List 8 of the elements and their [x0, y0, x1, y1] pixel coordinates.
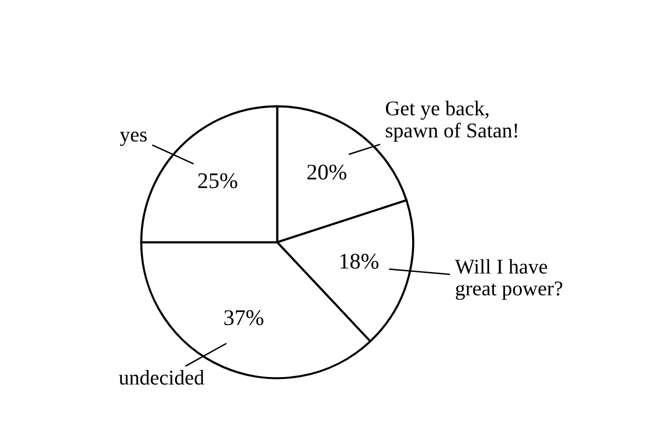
- slice-label: yes: [120, 132, 147, 146]
- data-label: 25%: [198, 173, 238, 188]
- data-label: 37%: [224, 310, 264, 326]
- slice-label: Get ye back, spawn of Satan!: [386, 100, 518, 142]
- data-label: 20%: [307, 164, 346, 180]
- data-label: 18%: [340, 254, 378, 269]
- slice-label: Will I have great power?: [454, 259, 562, 300]
- slice-label: undecided: [118, 370, 204, 385]
